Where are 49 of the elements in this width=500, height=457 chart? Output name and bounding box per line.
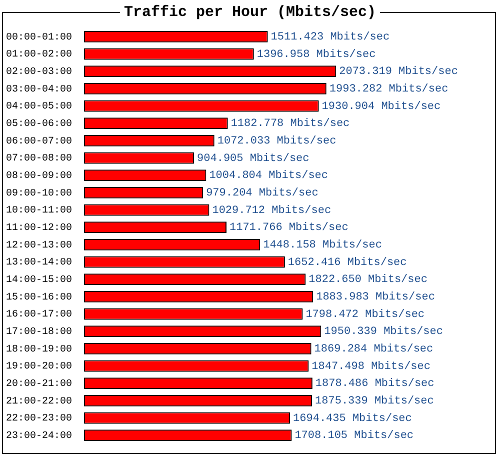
data-label: 1072.033 Mbits/sec: [217, 136, 336, 148]
data-label: 1694.435 Mbits/sec: [293, 412, 412, 425]
y-tick-label: 17:00-18:00: [6, 326, 72, 338]
y-tick-label: 21:00-22:00: [6, 396, 72, 408]
data-label: 1875.339 Mbits/sec: [315, 396, 434, 408]
data-label: 1448.158 Mbits/sec: [263, 240, 382, 252]
y-tick-label: 00:00-01:00: [6, 32, 72, 44]
data-label: 1993.282 Mbits/sec: [329, 84, 448, 96]
data-label: 1182.778 Mbits/sec: [230, 118, 350, 130]
y-tick-label: 03:00-04:00: [6, 84, 72, 96]
y-tick-label: 05:00-06:00: [6, 118, 72, 130]
y-tick-label: 04:00-05:00: [6, 102, 72, 113]
y-tick-label: 06:00-07:00: [6, 136, 72, 148]
y-tick-label: 22:00-23:00: [6, 414, 72, 425]
data-label: 1396.958 Mbits/sec: [256, 48, 376, 61]
data-label: 1878.486 Mbits/sec: [315, 378, 434, 390]
data-label: 1950.339 Mbits/sec: [324, 326, 443, 338]
y-tick-label: 13:00-14:00: [6, 258, 72, 269]
data-label: 904.905 Mbits/sec: [197, 152, 310, 165]
data-label: 1004.804 Mbits/sec: [209, 170, 328, 182]
y-tick-label: 09:00-10:00: [6, 188, 72, 200]
y-tick-label: 02:00-03:00: [6, 66, 72, 78]
y-tick-label: 11:00-12:00: [6, 222, 72, 234]
data-label: 1511.423 Mbits/sec: [270, 32, 390, 44]
data-label: 1171.766 Mbits/sec: [229, 222, 348, 234]
data-label: 1822.650 Mbits/sec: [308, 274, 428, 286]
data-label: 1029.712 Mbits/sec: [212, 204, 332, 217]
y-tick-label: 14:00-15:00: [6, 274, 72, 286]
y-tick-label: 10:00-11:00: [6, 206, 72, 217]
y-tick-label: 20:00-21:00: [6, 378, 72, 390]
data-label: 1847.498 Mbits/sec: [312, 360, 430, 373]
y-tick-label: 16:00-17:00: [6, 310, 72, 321]
data-label: 1652.416 Mbits/sec: [288, 256, 407, 269]
data-label: 1869.284 Mbits/sec: [314, 344, 434, 356]
y-tick-label: 19:00-20:00: [6, 362, 72, 373]
data-label: 1798.472 Mbits/sec: [306, 308, 425, 321]
y-tick-label: 08:00-09:00: [6, 170, 72, 182]
y-tick-label: 23:00-24:00: [6, 430, 72, 442]
data-label: 1708.105 Mbits/sec: [294, 430, 414, 442]
data-label: 979.204 Mbits/sec: [206, 188, 318, 200]
chart-title: Traffic per Hour (Mbits/sec): [120, 4, 380, 21]
y-tick-label: 07:00-08:00: [6, 154, 72, 165]
data-label: 1883.983 Mbits/sec: [316, 292, 435, 304]
data-label: 1930.904 Mbits/sec: [322, 100, 441, 113]
y-tick-label: 15:00-16:00: [6, 292, 72, 304]
y-tick-label: 01:00-02:00: [6, 50, 72, 61]
y-tick-label: 18:00-19:00: [6, 344, 72, 356]
data-label: 2073.319 Mbits/sec: [339, 66, 458, 78]
y-tick-label: 12:00-13:00: [6, 240, 72, 252]
